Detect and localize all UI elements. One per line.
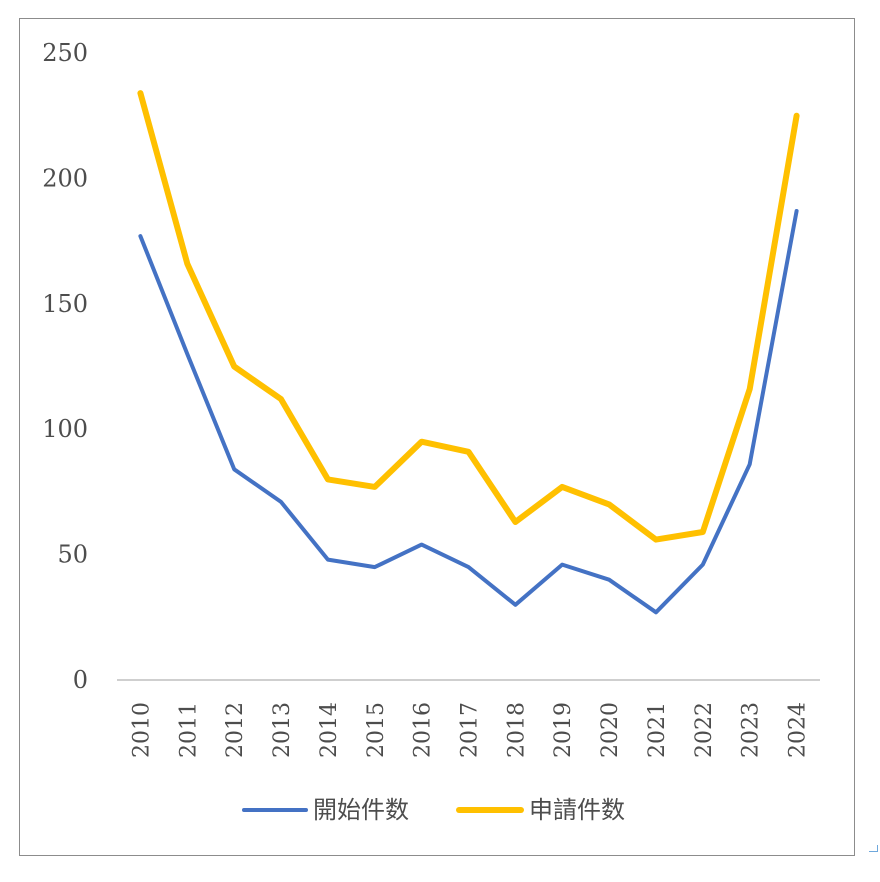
- legend-label: 申請件数: [529, 796, 625, 824]
- legend: 開始件数 申請件数: [242, 796, 625, 824]
- x-tick-label: 2023: [739, 702, 764, 758]
- resize-handle-mark: [869, 845, 878, 852]
- series-line-application-count: [137, 90, 800, 543]
- y-tick-label: 150: [42, 290, 88, 318]
- x-tick-label: 2024: [786, 702, 811, 758]
- y-tick-label: 250: [42, 39, 88, 67]
- series-lines: [137, 90, 800, 615]
- x-tick-label: 2021: [645, 702, 670, 758]
- legend-label: 開始件数: [313, 796, 409, 824]
- x-tick-label: 2014: [317, 702, 342, 758]
- x-tick-label: 2016: [411, 702, 436, 758]
- x-tick-label: 2022: [692, 702, 717, 758]
- x-tick-label: 2010: [129, 702, 154, 758]
- x-tick-label: 2011: [176, 702, 201, 758]
- x-axis-ticks: 2010 2011 2012 2013 2014 2015 2016 2017 2018 2019…: [129, 702, 810, 758]
- y-tick-label: 200: [42, 164, 88, 192]
- x-tick-label: 2020: [598, 702, 623, 758]
- x-tick-label: 2015: [364, 702, 389, 758]
- x-tick-label: 2017: [458, 702, 483, 758]
- x-tick-label: 2018: [504, 702, 529, 758]
- y-tick-label: 100: [42, 415, 88, 443]
- x-tick-label: 2019: [551, 702, 576, 758]
- y-axis-ticks: 0 50 100 150 200 250: [42, 39, 88, 694]
- chart-frame: [19, 18, 855, 856]
- y-tick-label: 0: [73, 666, 88, 694]
- series-line-start-count: [138, 209, 799, 615]
- x-tick-label: 2012: [223, 702, 248, 758]
- x-tick-label: 2013: [270, 702, 295, 758]
- y-tick-label: 50: [57, 541, 88, 569]
